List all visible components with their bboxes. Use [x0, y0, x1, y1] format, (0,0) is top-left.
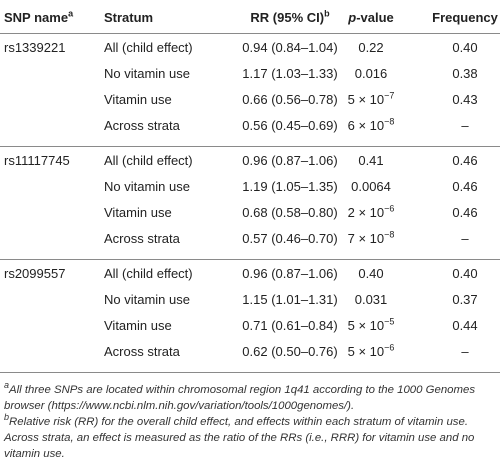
table-cell: 0.40: [452, 266, 478, 281]
footnote-marker: a: [4, 380, 10, 391]
p-base: 2 × 10: [347, 205, 385, 220]
table-cell: No vitamin use: [104, 66, 190, 81]
table-cell: 0.031: [354, 292, 388, 307]
p-exponent: −8: [384, 229, 395, 240]
footnote: aAll three SNPs are located within chrom…: [4, 380, 498, 414]
table-cell: 0.38: [452, 66, 478, 81]
table-cell: Vitamin use: [104, 318, 172, 333]
table-cell: All (child effect): [104, 153, 193, 168]
footnote: bRelative risk (RR) for the overall chil…: [4, 412, 498, 462]
header-text: SNP name: [4, 10, 69, 25]
group-rule: [0, 146, 500, 147]
snp-name: rs11117745: [4, 153, 70, 168]
table-cell: All (child effect): [104, 266, 193, 281]
header-cell: Stratum: [104, 10, 153, 26]
table-cell: 0.56 (0.45–0.69): [242, 118, 338, 133]
table-cell: 0.46: [452, 179, 478, 194]
p-exponent: −8: [384, 116, 395, 127]
table-cell: 1.19 (1.05–1.35): [242, 179, 338, 194]
footnote-text: Relative risk (RR) for the overall child…: [4, 416, 475, 460]
table-cell: Vitamin use: [104, 92, 172, 107]
table-cell: 0.57 (0.46–0.70): [242, 231, 338, 246]
header-text: -value: [356, 10, 394, 25]
table-cell: 5 × 10−6: [347, 342, 395, 360]
table-cell: –: [461, 231, 469, 246]
p-base: 6 × 10: [347, 118, 385, 133]
table-cell: 2 × 10−6: [347, 203, 395, 221]
table-cell: 0.96 (0.87–1.06): [242, 153, 338, 168]
group-rule: [0, 372, 500, 373]
footnote-marker: b: [4, 412, 10, 423]
table-cell: Vitamin use: [104, 205, 172, 220]
table-cell: 0.43: [452, 92, 478, 107]
table-cell: 7 × 10−8: [347, 229, 395, 247]
footnote-marker: b: [324, 8, 330, 19]
p-base: 5 × 10: [347, 92, 385, 107]
table-cell: 6 × 10−8: [347, 116, 395, 134]
table-cell: Across strata: [104, 344, 180, 359]
p-base: 5 × 10: [347, 318, 385, 333]
table-cell: 0.66 (0.56–0.78): [242, 92, 338, 107]
p-base: 7 × 10: [347, 231, 385, 246]
table-cell: 0.0064: [351, 179, 391, 194]
table-cell: 0.46: [452, 153, 478, 168]
p-base: 5 × 10: [347, 344, 385, 359]
table-cell: Across strata: [104, 118, 180, 133]
header-italic: p: [348, 10, 357, 25]
snp-name: rs1339221: [4, 40, 66, 55]
table-cell: 0.68 (0.58–0.80): [242, 205, 338, 220]
table-cell: All (child effect): [104, 40, 193, 55]
header-text: Stratum: [104, 10, 154, 25]
table-cell: 0.46: [452, 205, 478, 220]
table-cell: 0.40: [358, 266, 384, 281]
table-cell: 5 × 10−7: [347, 90, 395, 108]
group-rule: [0, 259, 500, 260]
header-cell: RR (95% CI)b: [250, 8, 330, 26]
header-cell: SNP namea: [4, 8, 74, 26]
table-cell: 5 × 10−5: [347, 316, 395, 334]
table-cell: No vitamin use: [104, 292, 190, 307]
p-exponent: −5: [384, 316, 395, 327]
header-cell: p-value: [348, 10, 394, 26]
snp-name: rs2099557: [4, 266, 66, 281]
table-cell: 0.94 (0.84–1.04): [242, 40, 338, 55]
table-cell: 1.17 (1.03–1.33): [242, 66, 338, 81]
table-cell: 0.016: [354, 66, 388, 81]
p-exponent: −6: [384, 342, 395, 353]
table-cell: –: [461, 344, 469, 359]
p-exponent: −7: [384, 90, 395, 101]
table-cell: 0.96 (0.87–1.06): [242, 266, 338, 281]
table-cell: 0.41: [358, 153, 384, 168]
header-rule: [0, 33, 500, 34]
table-cell: 0.44: [452, 318, 478, 333]
table-cell: No vitamin use: [104, 179, 190, 194]
table-cell: 0.40: [452, 40, 478, 55]
table-cell: 0.22: [358, 40, 384, 55]
header-cell: Frequency: [432, 10, 498, 26]
table-cell: –: [461, 118, 469, 133]
table-cell: Across strata: [104, 231, 180, 246]
table-cell: 1.15 (1.01–1.31): [242, 292, 338, 307]
table-cell: 0.71 (0.61–0.84): [242, 318, 338, 333]
table-cell: 0.37: [452, 292, 478, 307]
p-exponent: −6: [384, 203, 395, 214]
footnote-marker: a: [68, 8, 74, 19]
footnotes: aAll three SNPs are located within chrom…: [4, 380, 498, 462]
table-cell: 0.62 (0.50–0.76): [242, 344, 338, 359]
header-text: RR (95% CI): [250, 10, 325, 25]
header-text: Frequency: [432, 10, 498, 25]
footnote-text: All three SNPs are located within chromo…: [4, 384, 476, 412]
